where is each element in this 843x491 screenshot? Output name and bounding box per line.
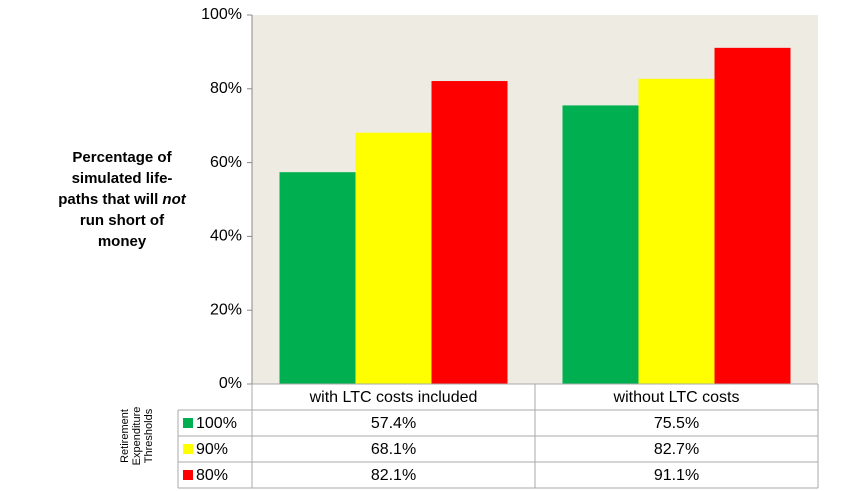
data-label: 91.1% (654, 467, 699, 484)
y-tick-label: 20% (210, 301, 242, 318)
y-tick-label: 40% (210, 228, 242, 245)
legend-label: 90% (196, 441, 228, 458)
y-axis-label: money (98, 233, 147, 250)
bar (562, 105, 639, 384)
y-axis-label-part: paths that will (58, 191, 158, 208)
bar (638, 78, 715, 384)
x-tick-label: with LTC costs included (309, 389, 478, 406)
legend-swatch (183, 470, 193, 480)
data-label: 82.7% (654, 441, 699, 458)
legend-title: Thresholds (143, 408, 155, 463)
y-axis-label: Percentage of (72, 149, 172, 166)
data-label: 68.1% (371, 441, 416, 458)
legend-swatch (183, 444, 193, 454)
bar (714, 47, 791, 384)
y-axis-label: paths that will not (58, 191, 187, 208)
legend-label: 80% (196, 467, 228, 484)
data-label: 75.5% (654, 415, 699, 432)
x-tick-label: without LTC costs (613, 389, 740, 406)
bar (355, 132, 432, 384)
y-tick-label: 100% (201, 6, 242, 23)
bar (431, 81, 508, 385)
data-label: 82.1% (371, 467, 416, 484)
y-axis-label-part: not (158, 191, 186, 208)
y-axis-label: run short of (80, 212, 165, 229)
legend-label: 100% (196, 415, 237, 432)
legend-title: Expenditure (131, 407, 143, 466)
y-tick-label: 80% (210, 80, 242, 97)
y-tick-label: 0% (219, 375, 242, 392)
legend-swatch (183, 418, 193, 428)
y-axis-label: simulated life- (72, 170, 173, 187)
y-tick-label: 60% (210, 154, 242, 171)
data-label: 57.4% (371, 415, 416, 432)
legend-title: Retirement (119, 409, 131, 463)
bar (279, 172, 356, 384)
